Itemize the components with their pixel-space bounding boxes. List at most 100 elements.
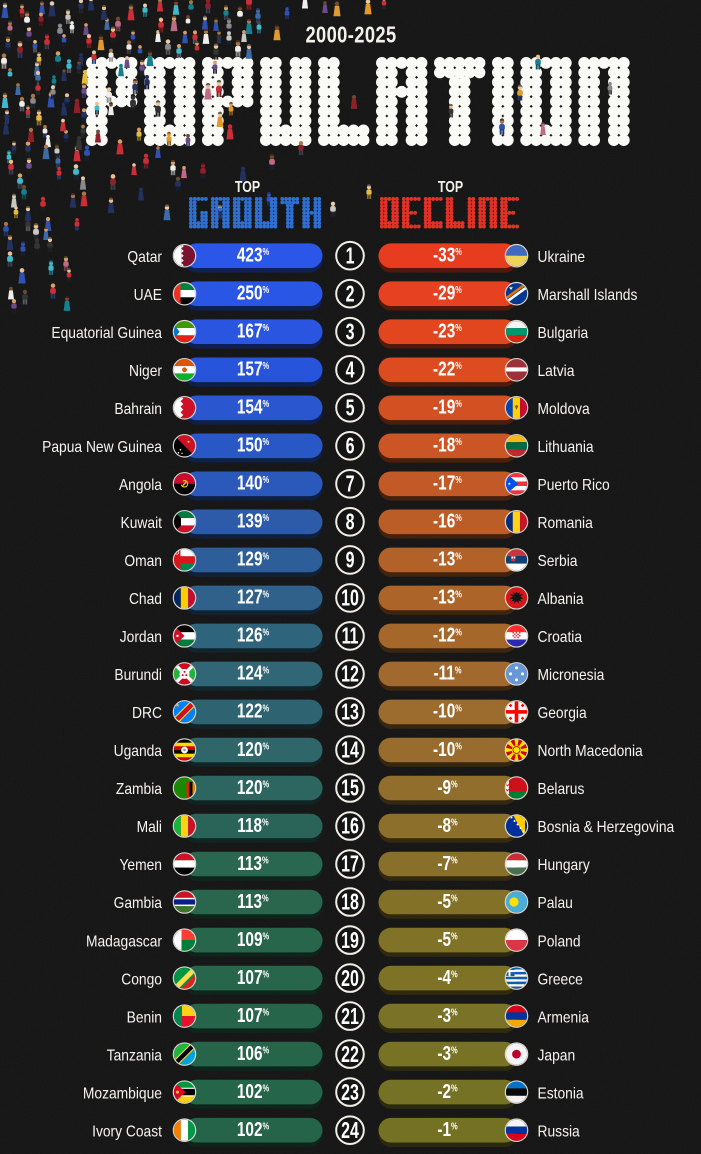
svg-text:-23%: -23% <box>433 319 462 342</box>
svg-text:Moldova: Moldova <box>538 400 591 418</box>
svg-text:21: 21 <box>341 1004 359 1030</box>
svg-text:-19%: -19% <box>433 395 462 418</box>
svg-text:Niger: Niger <box>129 362 162 380</box>
svg-text:109%: 109% <box>237 928 269 951</box>
svg-text:-12%: -12% <box>433 624 462 647</box>
svg-text:-10%: -10% <box>433 738 462 761</box>
svg-text:3: 3 <box>346 320 355 346</box>
svg-text:102%: 102% <box>237 1118 269 1141</box>
svg-text:9: 9 <box>346 548 355 574</box>
svg-text:Hungary: Hungary <box>538 856 591 874</box>
svg-text:4: 4 <box>346 358 356 384</box>
svg-text:106%: 106% <box>237 1042 269 1065</box>
svg-text:120%: 120% <box>237 738 269 761</box>
svg-text:Croatia: Croatia <box>538 628 583 646</box>
svg-text:Poland: Poland <box>538 932 581 950</box>
svg-text:16: 16 <box>341 814 359 840</box>
svg-text:2000-2025: 2000-2025 <box>305 22 396 48</box>
svg-text:-11%: -11% <box>433 662 461 685</box>
svg-text:Romania: Romania <box>538 514 594 532</box>
svg-text:124%: 124% <box>237 662 269 685</box>
svg-text:22: 22 <box>341 1042 359 1068</box>
svg-text:Bosnia & Herzegovina: Bosnia & Herzegovina <box>538 818 675 836</box>
svg-text:-13%: -13% <box>433 548 462 571</box>
svg-text:TOP: TOP <box>235 178 260 196</box>
svg-text:Ukraine: Ukraine <box>538 248 586 266</box>
svg-text:113%: 113% <box>237 852 269 875</box>
svg-text:-18%: -18% <box>433 433 462 456</box>
svg-text:Bulgaria: Bulgaria <box>538 324 589 342</box>
svg-text:Japan: Japan <box>538 1046 576 1064</box>
svg-text:6: 6 <box>346 434 355 460</box>
svg-text:250%: 250% <box>237 281 269 304</box>
svg-text:Ivory Coast: Ivory Coast <box>92 1122 163 1140</box>
svg-text:7: 7 <box>346 472 355 498</box>
svg-text:10: 10 <box>341 586 359 612</box>
svg-text:102%: 102% <box>237 1080 269 1103</box>
svg-text:14: 14 <box>341 738 359 764</box>
svg-text:Oman: Oman <box>124 552 162 570</box>
svg-text:Palau: Palau <box>538 894 573 912</box>
svg-text:113%: 113% <box>237 890 269 913</box>
svg-text:Uganda: Uganda <box>114 742 163 760</box>
svg-text:139%: 139% <box>237 509 269 532</box>
svg-text:Greece: Greece <box>538 970 583 988</box>
svg-text:Serbia: Serbia <box>538 552 579 570</box>
svg-text:140%: 140% <box>237 471 269 494</box>
svg-text:Lithuania: Lithuania <box>538 438 595 456</box>
svg-text:-17%: -17% <box>433 471 462 494</box>
svg-text:154%: 154% <box>237 395 269 418</box>
svg-text:157%: 157% <box>237 357 269 380</box>
svg-text:12: 12 <box>341 662 359 688</box>
svg-text:122%: 122% <box>237 700 269 723</box>
svg-text:Georgia: Georgia <box>538 704 588 722</box>
svg-text:126%: 126% <box>237 624 269 647</box>
svg-text:8: 8 <box>346 510 355 536</box>
svg-text:-13%: -13% <box>433 586 462 609</box>
svg-text:5: 5 <box>346 396 355 422</box>
svg-text:Russia: Russia <box>538 1122 581 1140</box>
svg-text:23: 23 <box>341 1080 359 1106</box>
svg-text:20: 20 <box>341 966 359 992</box>
svg-text:-29%: -29% <box>433 281 462 304</box>
svg-text:Latvia: Latvia <box>538 362 576 380</box>
svg-text:-22%: -22% <box>433 357 462 380</box>
svg-text:17: 17 <box>341 852 359 878</box>
svg-text:Belarus: Belarus <box>538 780 585 798</box>
svg-text:118%: 118% <box>237 814 269 837</box>
svg-text:Jordan: Jordan <box>120 628 162 646</box>
svg-text:Estonia: Estonia <box>538 1084 585 1102</box>
svg-text:Albania: Albania <box>538 590 585 608</box>
svg-text:Papua New Guinea: Papua New Guinea <box>42 438 162 456</box>
svg-text:18: 18 <box>341 890 359 916</box>
svg-text:Puerto Rico: Puerto Rico <box>538 476 610 494</box>
svg-text:Benin: Benin <box>127 1008 162 1026</box>
svg-text:North Macedonia: North Macedonia <box>538 742 644 760</box>
svg-text:Tanzania: Tanzania <box>107 1046 163 1064</box>
svg-text:UAE: UAE <box>134 286 162 304</box>
svg-text:423%: 423% <box>237 243 269 266</box>
svg-text:19: 19 <box>341 928 359 954</box>
svg-text:Armenia: Armenia <box>538 1008 590 1026</box>
svg-text:2: 2 <box>346 282 355 308</box>
svg-text:TOP: TOP <box>438 178 463 196</box>
svg-text:-10%: -10% <box>433 700 462 723</box>
svg-text:Kuwait: Kuwait <box>121 514 163 532</box>
svg-text:11: 11 <box>342 624 359 650</box>
svg-text:-33%: -33% <box>433 243 462 266</box>
svg-text:24: 24 <box>341 1118 359 1144</box>
svg-text:Congo: Congo <box>121 970 162 988</box>
svg-text:Equatorial Guinea: Equatorial Guinea <box>51 324 162 342</box>
svg-text:Angola: Angola <box>119 476 163 494</box>
svg-text:Chad: Chad <box>129 590 162 608</box>
svg-text:Yemen: Yemen <box>119 856 162 874</box>
svg-text:120%: 120% <box>237 776 269 799</box>
svg-text:129%: 129% <box>237 548 269 571</box>
svg-text:Qatar: Qatar <box>127 248 162 266</box>
svg-text:167%: 167% <box>237 319 269 342</box>
svg-text:Mali: Mali <box>137 818 162 836</box>
svg-text:Mozambique: Mozambique <box>83 1084 162 1102</box>
svg-text:-16%: -16% <box>433 509 462 532</box>
svg-text:DRC: DRC <box>132 704 162 722</box>
svg-text:1: 1 <box>346 244 355 270</box>
